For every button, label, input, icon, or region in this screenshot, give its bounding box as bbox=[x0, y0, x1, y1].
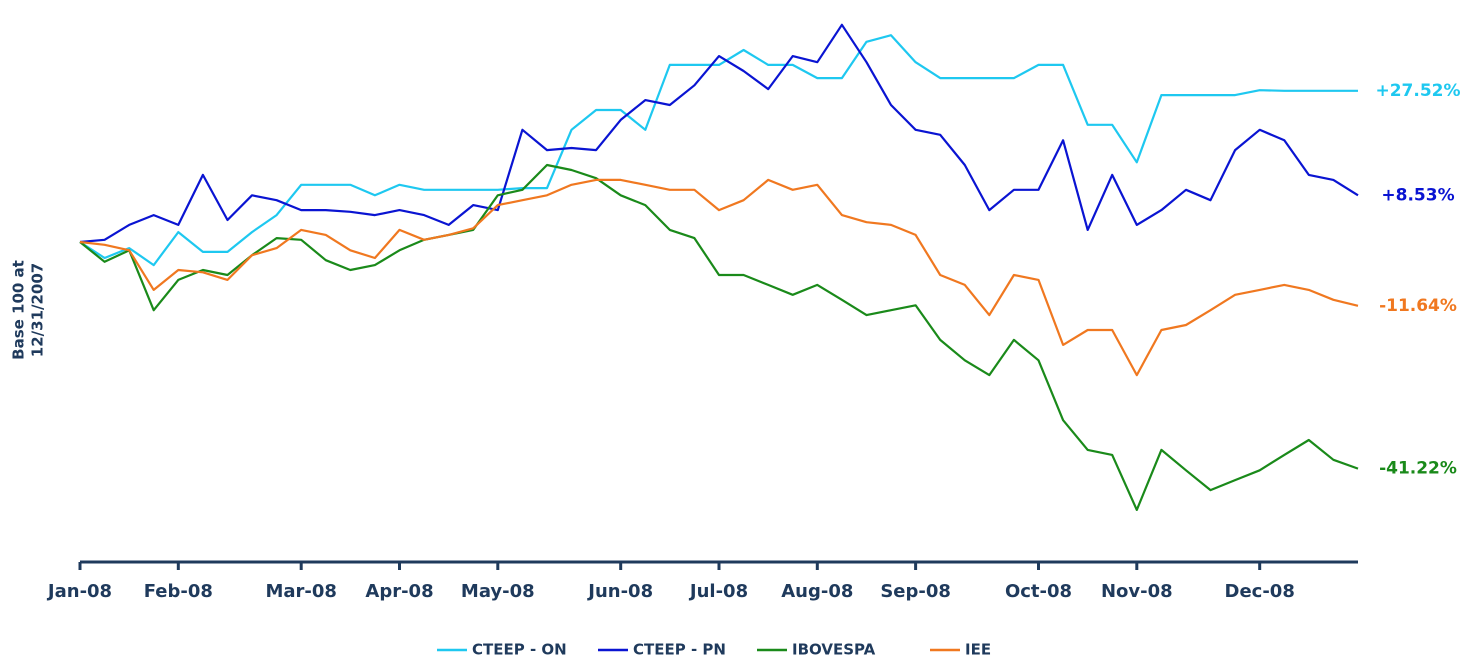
end-label: +27.52% bbox=[1375, 81, 1460, 101]
x-tick-label: Dec-08 bbox=[1225, 581, 1295, 602]
legend-label: CTEEP - PN bbox=[633, 641, 726, 658]
x-tick-label: Jun-08 bbox=[586, 581, 653, 602]
x-tick-label: Nov-08 bbox=[1101, 581, 1173, 602]
legend-label: IBOVESPA bbox=[792, 641, 876, 658]
series-line bbox=[79, 178, 1359, 377]
x-tick-label: Sep-08 bbox=[880, 581, 951, 602]
series-line bbox=[79, 23, 1359, 244]
x-tick-label: Jul-08 bbox=[688, 581, 748, 602]
y-label-line: 12/31/2007 bbox=[29, 263, 47, 357]
x-tick-label: Mar-08 bbox=[265, 581, 336, 602]
legend-label: IEE bbox=[965, 641, 991, 658]
y-axis-label: Base 100 at 12/31/2007 bbox=[10, 260, 47, 360]
x-tick-label: Aug-08 bbox=[781, 581, 853, 602]
x-tick-label: Apr-08 bbox=[365, 581, 433, 602]
end-label: -41.22% bbox=[1379, 459, 1457, 479]
end-label: -11.64% bbox=[1379, 296, 1457, 316]
series-line bbox=[79, 163, 1359, 511]
x-tick-label: May-08 bbox=[461, 581, 535, 602]
legend-label: CTEEP - ON bbox=[472, 641, 567, 658]
x-tick-label: Oct-08 bbox=[1005, 581, 1072, 602]
end-label: +8.53% bbox=[1381, 185, 1454, 205]
x-tick-label: Feb-08 bbox=[144, 581, 213, 602]
x-tick-label: Jan-08 bbox=[46, 581, 112, 602]
y-label-line: Base 100 at bbox=[10, 260, 28, 360]
series-line bbox=[79, 34, 1358, 267]
